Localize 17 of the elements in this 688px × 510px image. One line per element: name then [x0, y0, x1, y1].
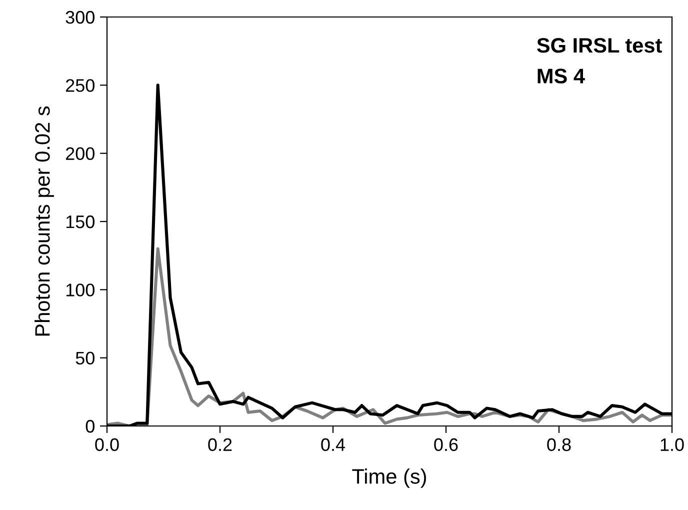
x-tick-label: 0.6 — [434, 438, 458, 452]
x-tick-label: 0.2 — [208, 438, 232, 452]
y-tick-label: 50 — [76, 352, 94, 365]
y-tick-label: 150 — [66, 215, 94, 228]
x-tick-label: 0.0 — [95, 438, 119, 452]
x-tick-label: 0.4 — [321, 438, 346, 452]
annotation: SG IRSL test — [537, 38, 662, 53]
y-tick-label: 200 — [66, 147, 94, 160]
y-tick-label: 100 — [66, 284, 94, 296]
y-tick-label: 300 — [66, 10, 94, 24]
y-tick-label: 0 — [86, 420, 94, 433]
x-tick-label: 1.0 — [660, 438, 684, 452]
annotation: MS 4 — [538, 68, 585, 84]
x-tick-label: 0.8 — [547, 438, 571, 452]
x-axis-title: Time (s) — [352, 468, 426, 488]
y-tick-label: 250 — [66, 79, 94, 92]
y-axis-title: Photon counts per 0.02 s — [34, 106, 54, 336]
